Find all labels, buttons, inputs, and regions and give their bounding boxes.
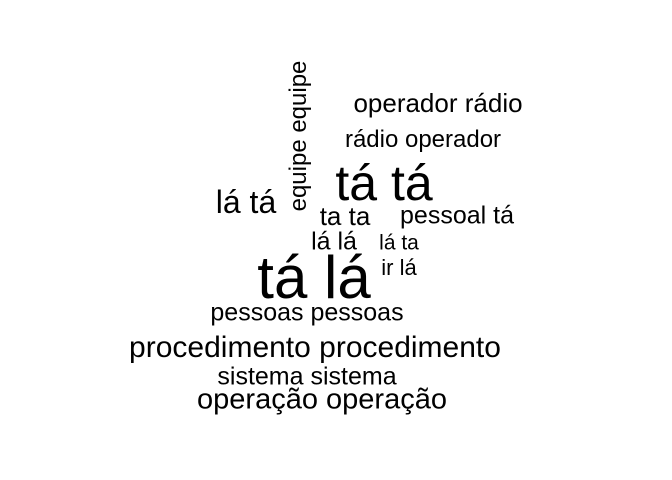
word-pessoas-pessoas: pessoas pessoas <box>210 298 404 327</box>
word-ta-la: tá lá <box>257 244 371 311</box>
word-la-ta-accented: lá tá <box>215 184 277 220</box>
word-sistema-sistema: sistema sistema <box>217 362 397 391</box>
word-la-la: lá lá <box>311 227 357 256</box>
word-la-ta-plain: lá ta <box>379 231 419 255</box>
word-equipe-equipe: equipe equipe <box>285 60 312 212</box>
word-procedimento-procedimento: procedimento procedimento <box>129 331 501 364</box>
word-ta-ta-plain: ta ta <box>319 201 371 231</box>
word-pessoal-ta: pessoal tá <box>400 201 514 230</box>
word-ta-ta-accented: tá tá <box>335 155 433 211</box>
word-radio-operador: rádio operador <box>344 126 502 153</box>
word-ir-la: ir lá <box>381 255 417 280</box>
word-operacao-operacao: operação operação <box>197 383 447 416</box>
word-operador-radio: operador rádio <box>353 88 523 118</box>
